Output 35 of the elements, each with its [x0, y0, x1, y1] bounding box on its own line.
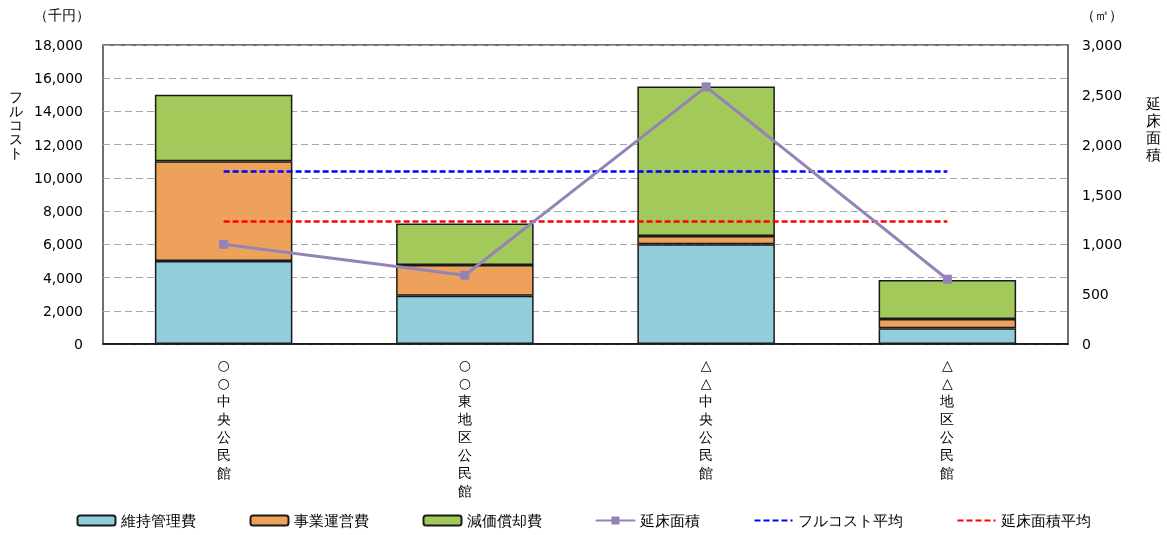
y-tick-label: 12,000 [34, 136, 83, 153]
legend-label: 減価償却費 [466, 511, 542, 530]
legend-label: 延床面積平均 [999, 511, 1091, 530]
text: （千円） [34, 7, 90, 23]
x-tick-label: ○○中央公民館 [216, 357, 231, 481]
x-tick-label: △△地区公民館 [939, 357, 955, 481]
point [701, 82, 711, 92]
legend-label: 事業運営費 [293, 511, 369, 530]
point [942, 274, 952, 284]
point [460, 270, 470, 280]
y-tick-label: 16,000 [34, 70, 83, 87]
y2-tick-label: 3,000 [1082, 37, 1123, 53]
y-axis-title: フルコスト [9, 89, 23, 161]
y-tick-label: 14,000 [34, 103, 83, 120]
legend-label: 延床面積 [638, 511, 700, 530]
y-tick-label: 6,000 [42, 236, 83, 253]
y2-axis-title: 延床面積 [1145, 94, 1161, 164]
point [219, 239, 229, 249]
y2-tick-label: 0 [1082, 336, 1091, 352]
y2-tick-label: 1,500 [1082, 186, 1123, 203]
legend-label: フルコスト平均 [797, 511, 903, 530]
y-tick-label: 0 [74, 336, 83, 352]
y2-tick-label: 1,000 [1082, 236, 1123, 253]
y-tick-label: 10,000 [34, 169, 83, 186]
y-tick-label: 18,000 [34, 37, 83, 53]
y2-tick-label: 500 [1082, 286, 1109, 303]
y2-tick-label: 2,500 [1082, 86, 1123, 103]
y-tick-label: 2,000 [42, 302, 83, 319]
text: （㎡） [1081, 7, 1123, 23]
legend-label: 維持管理費 [119, 511, 196, 530]
y-tick-label: 4,000 [42, 269, 83, 286]
x-tick-label: ○○東地区公民館 [456, 357, 472, 499]
x-tick-label: △△中央公民館 [699, 357, 714, 481]
y-tick-label: 8,000 [42, 203, 83, 220]
y2-tick-label: 2,000 [1082, 136, 1123, 153]
